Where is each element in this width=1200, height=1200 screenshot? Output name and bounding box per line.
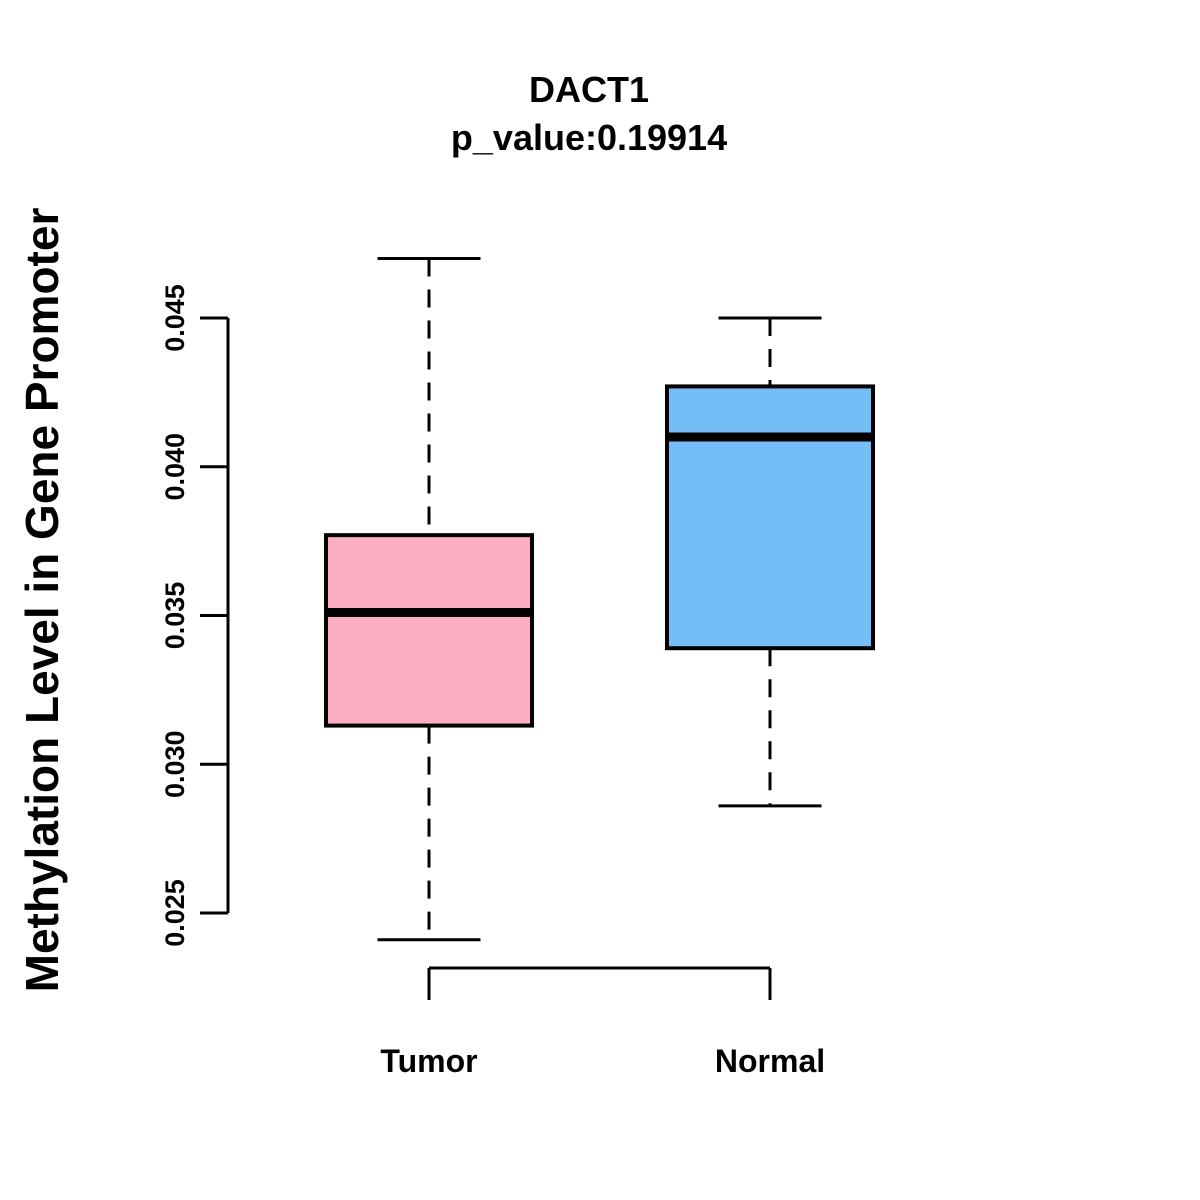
y-tick-label: 0.040 (160, 433, 190, 501)
box-normal (665, 384, 875, 651)
title-block: DACT1 p_value:0.19914 (228, 66, 950, 162)
y-tick-label: 0.035 (160, 582, 190, 650)
y-tick-label: 0.025 (160, 879, 190, 947)
y-tick-label: 0.045 (160, 284, 190, 352)
x-group-label-tumor: Tumor (380, 1043, 477, 1079)
box-tumor (324, 533, 534, 728)
chart-title: DACT1 (528, 69, 649, 110)
x-group-label-normal: Normal (715, 1043, 825, 1079)
y-tick-label: 0.030 (160, 730, 190, 798)
chart-subtitle: p_value:0.19914 (450, 117, 728, 158)
